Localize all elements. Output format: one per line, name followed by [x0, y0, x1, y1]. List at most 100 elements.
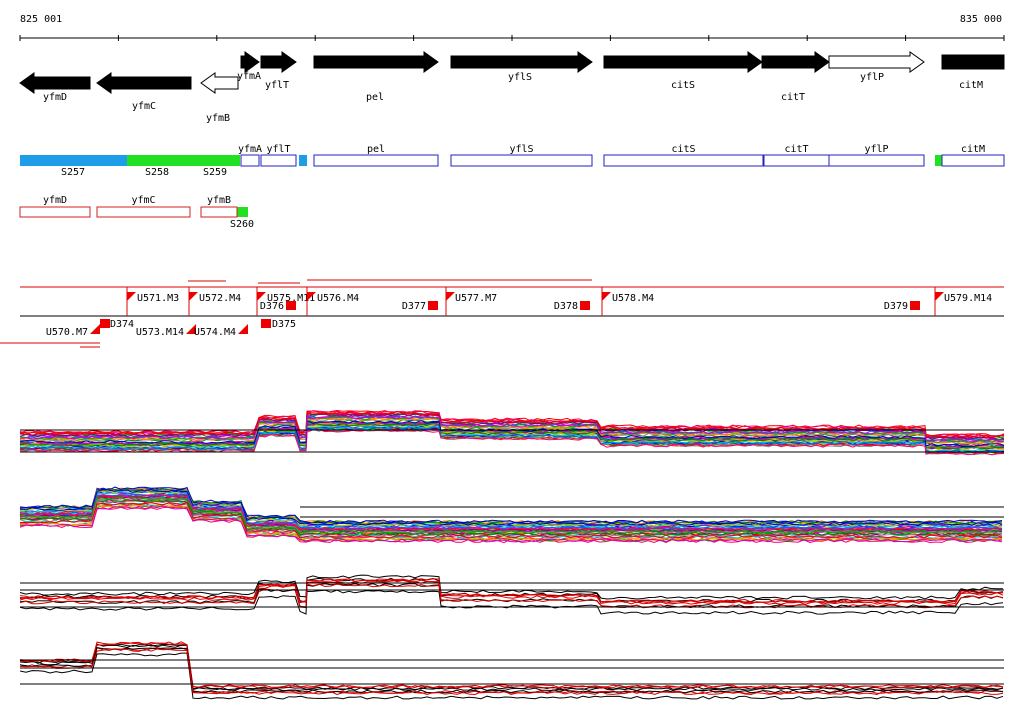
expression-trace	[19, 417, 1005, 445]
expression-trace	[19, 496, 1003, 534]
segment-bar	[935, 155, 942, 166]
gene-label: yflT	[265, 80, 289, 91]
unit-box	[19, 206, 91, 218]
signal-square	[580, 301, 590, 310]
unit-label: citM	[961, 144, 985, 155]
unit-label: yfmC	[131, 195, 155, 206]
segment-bar	[127, 155, 240, 166]
expression-trace	[19, 589, 1004, 615]
signal-flag	[602, 292, 611, 301]
gene-arrow	[260, 51, 297, 73]
gene-arrow	[603, 51, 763, 73]
unit-label: yflP	[864, 144, 888, 155]
signal-label: U577.M7	[455, 293, 497, 304]
signal-label: D377	[402, 301, 426, 312]
gene-arrow	[941, 54, 1005, 70]
signal-label: D375	[272, 319, 296, 330]
expression-trace	[19, 428, 1005, 456]
signal-label: U570.M7	[46, 327, 88, 338]
gene-arrow	[200, 72, 239, 94]
expression-trace	[20, 501, 1003, 539]
gene-label: pel	[366, 92, 384, 103]
signal-label: U576.M4	[317, 293, 359, 304]
expression-trace	[19, 652, 1004, 700]
signal-flag	[90, 324, 100, 334]
expression-trace	[19, 486, 1003, 524]
signal-label: D374	[110, 319, 134, 330]
expression-trace	[19, 493, 1003, 531]
unit-box	[603, 154, 764, 167]
unit-box	[240, 154, 260, 167]
expression-trace	[19, 579, 1004, 605]
expression-trace	[19, 422, 1005, 450]
signal-square	[428, 301, 438, 310]
expression-trace	[19, 493, 1003, 531]
signal-square	[286, 301, 296, 310]
expression-trace	[19, 504, 1003, 542]
segment-label: S257	[61, 167, 85, 178]
signal-label: U571.M3	[137, 293, 179, 304]
unit-label: yflS	[509, 144, 533, 155]
segment-label: S260	[230, 219, 254, 230]
expression-trace	[19, 505, 1003, 543]
signal-label: D379	[884, 301, 908, 312]
unit-box	[828, 154, 925, 167]
signal-label: U573.M14	[136, 327, 184, 338]
segment-bar	[237, 207, 248, 217]
unit-label: yfmB	[207, 195, 231, 206]
gene-arrow	[828, 51, 925, 73]
expression-trace	[19, 411, 1005, 439]
gene-arrow	[96, 72, 192, 94]
unit-box	[260, 154, 297, 167]
signal-label: U575.M11	[267, 293, 315, 304]
expression-trace	[19, 498, 1003, 536]
unit-box	[200, 206, 238, 218]
segment-bar	[299, 155, 307, 166]
gene-label: yfmA	[237, 71, 261, 82]
gene-label: yflP	[860, 72, 884, 83]
expression-trace	[19, 426, 1005, 453]
expression-trace	[19, 500, 1003, 538]
signal-square	[100, 319, 110, 328]
gene-label: yfmD	[43, 92, 67, 103]
gene-label: citM	[959, 80, 983, 91]
segment-bar	[20, 155, 127, 166]
axis-start: 825 001	[20, 14, 62, 25]
segment-label: S259	[203, 167, 227, 178]
signal-label: U574.M4	[194, 327, 236, 338]
gene-label: citT	[781, 92, 805, 103]
signal-square	[261, 319, 271, 328]
unit-label: citS	[671, 144, 695, 155]
expression-trace	[19, 578, 1004, 604]
segment-label: S258	[145, 167, 169, 178]
unit-label: pel	[367, 144, 385, 155]
gene-label: yflS	[508, 72, 532, 83]
gene-label: yfmB	[206, 113, 230, 124]
signal-flag	[257, 292, 266, 301]
unit-label: yfmD	[43, 195, 67, 206]
signal-flag	[935, 292, 944, 301]
signal-flag	[307, 292, 316, 301]
expression-trace	[19, 574, 1004, 600]
unit-box	[96, 206, 191, 218]
expression-trace	[19, 644, 1004, 692]
signal-flag	[186, 324, 196, 334]
unit-label: yflT	[266, 144, 290, 155]
expression-trace	[19, 415, 1005, 443]
gene-label: yfmC	[132, 101, 156, 112]
gene-arrow	[19, 72, 91, 94]
signal-label: U578.M4	[612, 293, 654, 304]
unit-box	[450, 154, 593, 167]
unit-box	[941, 154, 1005, 167]
gene-arrow	[240, 51, 260, 73]
signal-label: D378	[554, 301, 578, 312]
signal-flag	[238, 324, 248, 334]
gene-arrow	[450, 51, 593, 73]
signal-flag	[189, 292, 198, 301]
gene-label: citS	[671, 80, 695, 91]
unit-label: citT	[784, 144, 808, 155]
expression-trace	[19, 647, 1004, 694]
expression-trace	[19, 489, 1003, 526]
signal-square	[910, 301, 920, 310]
